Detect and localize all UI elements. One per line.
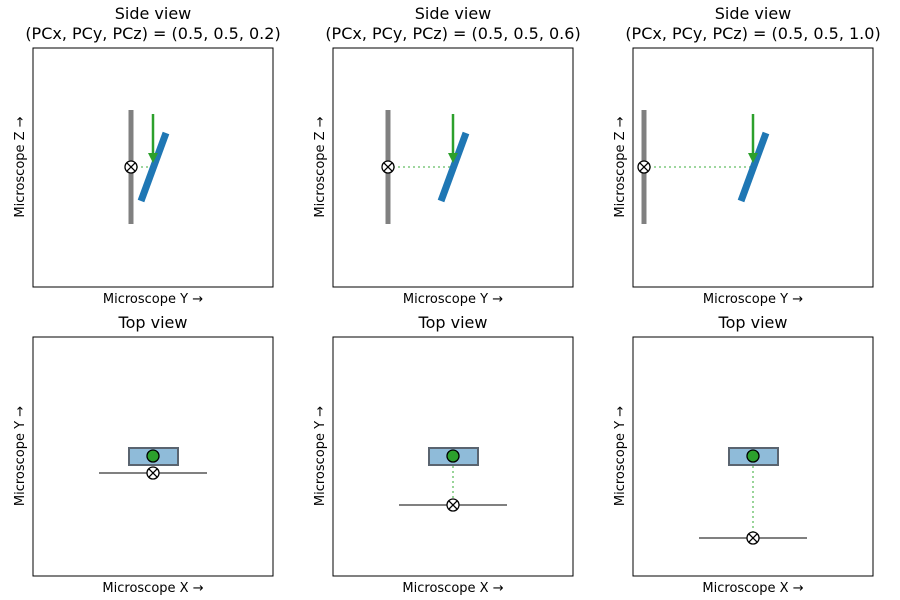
side-view-panel-1: Side view (PCx, PCy, PCz) = (0.5, 0.5, 0… (13, 4, 281, 307)
pattern-center-top-marker-2 (446, 498, 460, 512)
top-view-ylabel-1: Microscope Y → (13, 406, 28, 506)
beam-arrow-1 (148, 114, 158, 163)
top-view-panel-1: Top view Microscope X → Microscope Y → (13, 313, 274, 596)
top-view-panel-2: Top view Microscope X → Microscope Y → (313, 313, 574, 596)
side-view-subtitle-3: (PCx, PCy, PCz) = (0.5, 0.5, 1.0) (625, 24, 880, 43)
top-view-title-3: Top view (718, 313, 788, 332)
side-view-xlabel-2: Microscope Y → (403, 292, 503, 307)
pattern-center-marker-2 (381, 160, 395, 174)
top-view-xlabel-3: Microscope X → (702, 581, 803, 596)
beam-spot-2 (446, 449, 460, 463)
pattern-center-top-marker-1 (146, 466, 160, 480)
top-view-ylabel-2: Microscope Y → (313, 406, 328, 506)
top-view-xlabel-1: Microscope X → (102, 581, 203, 596)
side-view-panel-2: Side view (PCx, PCy, PCz) = (0.5, 0.5, 0… (313, 4, 581, 307)
top-view-ylabel-3: Microscope Y → (613, 406, 628, 506)
top-view-title-2: Top view (418, 313, 488, 332)
side-view-ylabel-2: Microscope Z → (313, 116, 328, 217)
top-view-panel-3: Top view Microscope X → Microscope Y → (613, 313, 874, 596)
pattern-center-marker-3 (637, 160, 651, 174)
side-view-title-1: Side view (115, 4, 192, 23)
sample-1 (137, 131, 170, 203)
side-view-panel-3: Side view (PCx, PCy, PCz) = (0.5, 0.5, 1… (613, 4, 881, 307)
top-view-title-1: Top view (118, 313, 188, 332)
side-view-subtitle-1: (PCx, PCy, PCz) = (0.5, 0.5, 0.2) (25, 24, 280, 43)
sample-2 (437, 131, 470, 203)
side-view-title-3: Side view (715, 4, 792, 23)
side-view-xlabel-3: Microscope Y → (703, 292, 803, 307)
sample-3 (737, 131, 770, 203)
beam-arrow-3 (748, 114, 758, 163)
side-view-ylabel-3: Microscope Z → (613, 116, 628, 217)
pattern-center-marker-1 (124, 160, 138, 174)
side-view-title-2: Side view (415, 4, 492, 23)
side-view-ylabel-1: Microscope Z → (13, 116, 28, 217)
beam-spot-3 (746, 449, 760, 463)
side-view-xlabel-1: Microscope Y → (103, 292, 203, 307)
beam-spot-1 (146, 449, 160, 463)
top-view-xlabel-2: Microscope X → (402, 581, 503, 596)
side-view-subtitle-2: (PCx, PCy, PCz) = (0.5, 0.5, 0.6) (325, 24, 580, 43)
beam-arrow-2 (448, 114, 458, 163)
pattern-center-top-marker-3 (746, 531, 760, 545)
